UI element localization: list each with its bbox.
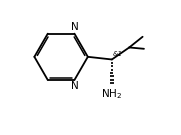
Text: N: N: [71, 81, 79, 91]
Text: &1: &1: [113, 50, 123, 57]
Text: NH$_2$: NH$_2$: [101, 87, 122, 101]
Text: N: N: [71, 22, 79, 32]
